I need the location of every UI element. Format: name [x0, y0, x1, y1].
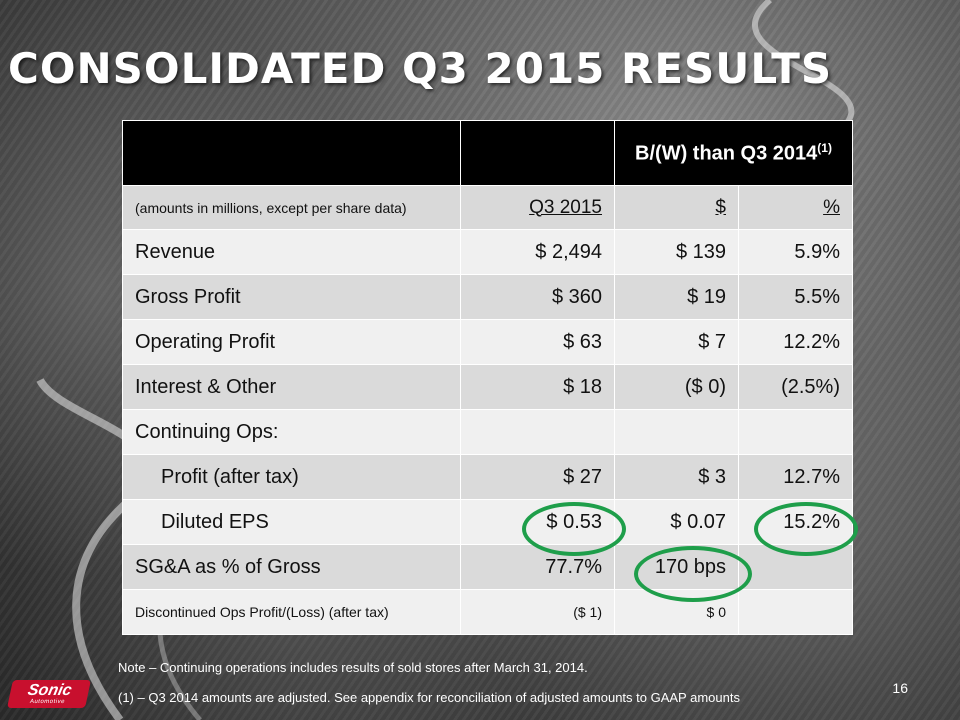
col-header-q3: Q3 2015 — [460, 185, 615, 230]
table-row: Gross Profit $ 360 $ 19 5.5% — [122, 274, 853, 320]
table-row: Discontinued Ops Profit/(Loss) (after ta… — [122, 589, 853, 635]
comparison-header: B/(W) than Q3 2014(1) — [614, 120, 853, 186]
table-row: Diluted EPS $ 0.53 $ 0.07 15.2% — [122, 499, 853, 545]
table-row: SG&A as % of Gross 77.7% 170 bps — [122, 544, 853, 590]
units-label: (amounts in millions, except per share d… — [122, 185, 461, 230]
sonic-automotive-logo: Sonic Automotive — [7, 680, 91, 708]
table-subheader-row: (amounts in millions, except per share d… — [122, 185, 853, 230]
results-table: B/(W) than Q3 2014(1) (amounts in millio… — [122, 120, 853, 635]
table-header-row: B/(W) than Q3 2014(1) — [122, 120, 853, 186]
table-row: Revenue $ 2,494 $ 139 5.9% — [122, 229, 853, 275]
page-title: CONSOLIDATED Q3 2015 RESULTS — [8, 44, 833, 93]
note-text: Note – Continuing operations includes re… — [118, 660, 588, 675]
footnote-text: (1) – Q3 2014 amounts are adjusted. See … — [118, 690, 740, 705]
col-header-dollar: $ — [614, 185, 739, 230]
col-header-percent: % — [738, 185, 853, 230]
page-number: 16 — [892, 680, 908, 696]
table-row: Operating Profit $ 63 $ 7 12.2% — [122, 319, 853, 365]
table-row: Continuing Ops: — [122, 409, 853, 455]
table-row: Profit (after tax) $ 27 $ 3 12.7% — [122, 454, 853, 500]
table-row: Interest & Other $ 18 ($ 0) (2.5%) — [122, 364, 853, 410]
